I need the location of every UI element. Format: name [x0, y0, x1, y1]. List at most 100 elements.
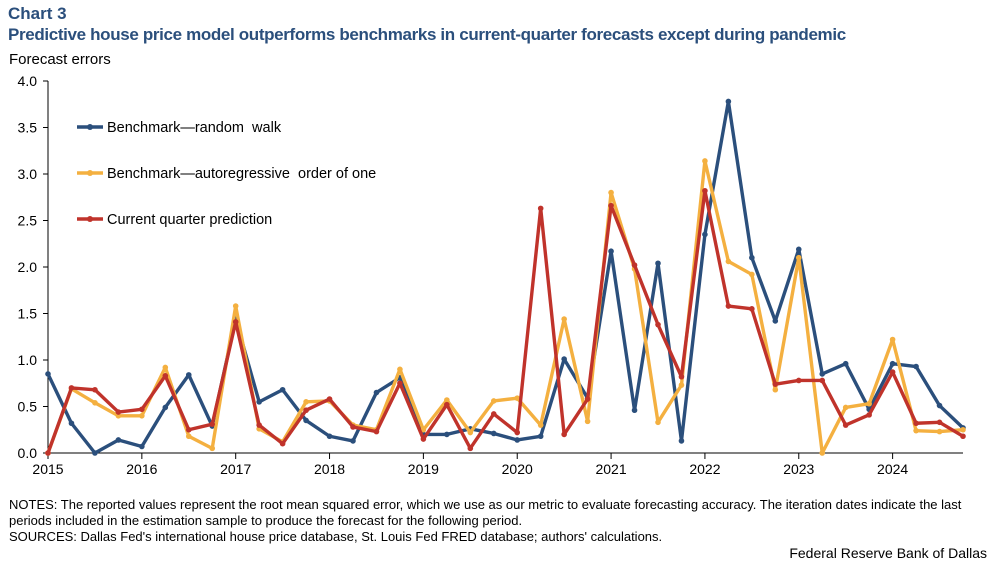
x-tick-label: 2021 [595, 461, 626, 477]
data-point [913, 363, 919, 370]
data-point [631, 262, 638, 268]
data-point [702, 158, 708, 164]
data-point [655, 260, 661, 267]
data-point [420, 426, 427, 433]
data-point [655, 321, 661, 328]
data-point [514, 395, 521, 401]
data-point [45, 450, 51, 456]
data-point [960, 426, 966, 433]
data-point [350, 424, 356, 430]
y-tick-label: 0.0 [18, 445, 38, 461]
data-point [45, 371, 51, 377]
data-point [749, 271, 755, 278]
data-point [303, 399, 309, 405]
y-tick-label: 2.5 [18, 213, 38, 229]
sources-text: SOURCES: Dallas Fed's international hous… [9, 529, 663, 544]
chart-number: Chart 3 [8, 4, 67, 23]
legend-item: Benchmark—autoregressive order of one [77, 166, 376, 182]
data-point [373, 428, 380, 435]
data-point [537, 205, 544, 212]
data-point [162, 373, 169, 379]
legend-marker [87, 124, 93, 130]
legend-label: Current quarter prediction [107, 212, 272, 228]
data-point [185, 372, 192, 378]
data-point [209, 445, 216, 452]
notes: NOTES: The reported values represent the… [9, 497, 991, 545]
data-point [866, 400, 872, 407]
data-point [467, 429, 474, 436]
y-tick-label: 3.5 [18, 120, 38, 136]
data-point [749, 254, 755, 261]
data-point [279, 386, 286, 393]
legend-label: Benchmark—random walk [107, 120, 282, 136]
data-point [92, 399, 98, 406]
data-point [162, 364, 169, 371]
data-point [115, 409, 122, 415]
data-point [702, 231, 708, 238]
series-lines [45, 98, 966, 456]
y-tick-label: 2.0 [18, 259, 38, 275]
data-point [584, 418, 591, 425]
data-point [678, 438, 685, 444]
data-point [819, 450, 826, 456]
y-tick-label: 1.5 [18, 306, 38, 322]
data-point [702, 187, 708, 194]
data-point [819, 377, 826, 384]
data-point [678, 373, 685, 380]
x-tick-label: 2018 [314, 461, 345, 477]
x-tick-label: 2022 [689, 461, 720, 477]
data-point [397, 366, 403, 373]
data-point [303, 417, 309, 424]
data-point [256, 422, 262, 428]
data-point [397, 380, 403, 387]
source-credit: Federal Reserve Bank of Dallas [789, 545, 987, 561]
data-point [819, 371, 826, 377]
legend-marker [87, 170, 93, 176]
series-2 [45, 158, 966, 456]
notes-text: NOTES: The reported values represent the… [9, 497, 962, 528]
data-point [373, 389, 380, 396]
data-point [725, 98, 732, 105]
data-point [162, 404, 169, 411]
data-point [608, 202, 614, 209]
y-tick-label: 3.0 [18, 166, 38, 182]
legend-marker [87, 216, 93, 222]
data-point [795, 246, 802, 253]
data-point [209, 421, 216, 427]
chart-title: Predictive house price model outperforms… [8, 25, 846, 44]
data-point [256, 399, 262, 405]
data-point [936, 428, 943, 435]
data-point [92, 450, 98, 456]
data-point [232, 319, 239, 325]
data-point [678, 382, 685, 388]
series-line [46, 99, 965, 455]
data-point [490, 430, 497, 437]
data-point [655, 419, 661, 426]
data-point [913, 420, 919, 427]
x-tick-label: 2019 [408, 461, 439, 477]
data-point [303, 407, 309, 414]
data-point [139, 443, 145, 450]
y-tick-label: 4.0 [18, 73, 38, 89]
data-point [185, 426, 192, 433]
data-point [232, 303, 239, 309]
data-point [514, 429, 521, 436]
data-point [936, 402, 943, 409]
data-point [795, 254, 802, 261]
line-chart: 0.0 0.5 1.0 1.5 2.0 2.5 3.0 3.5 4.0 2015 2016 2017 2… [18, 73, 966, 477]
tick-labels: 0.0 0.5 1.0 1.5 2.0 2.5 3.0 3.5 4.0 2015 2016 2017 2… [18, 73, 909, 477]
data-point [444, 431, 450, 438]
legend-item: Benchmark—random walk [77, 120, 282, 136]
series-line [46, 189, 965, 455]
data-point [725, 303, 732, 309]
series-3 [45, 187, 966, 456]
y-tick-label: 0.5 [18, 399, 38, 415]
series-line [46, 159, 965, 455]
data-point [561, 316, 567, 322]
x-tick-label: 2024 [877, 461, 908, 477]
data-point [467, 445, 474, 452]
data-point [490, 398, 497, 404]
data-point [68, 420, 75, 427]
x-tick-label: 2017 [220, 461, 251, 477]
x-tick-label: 2016 [126, 461, 157, 477]
